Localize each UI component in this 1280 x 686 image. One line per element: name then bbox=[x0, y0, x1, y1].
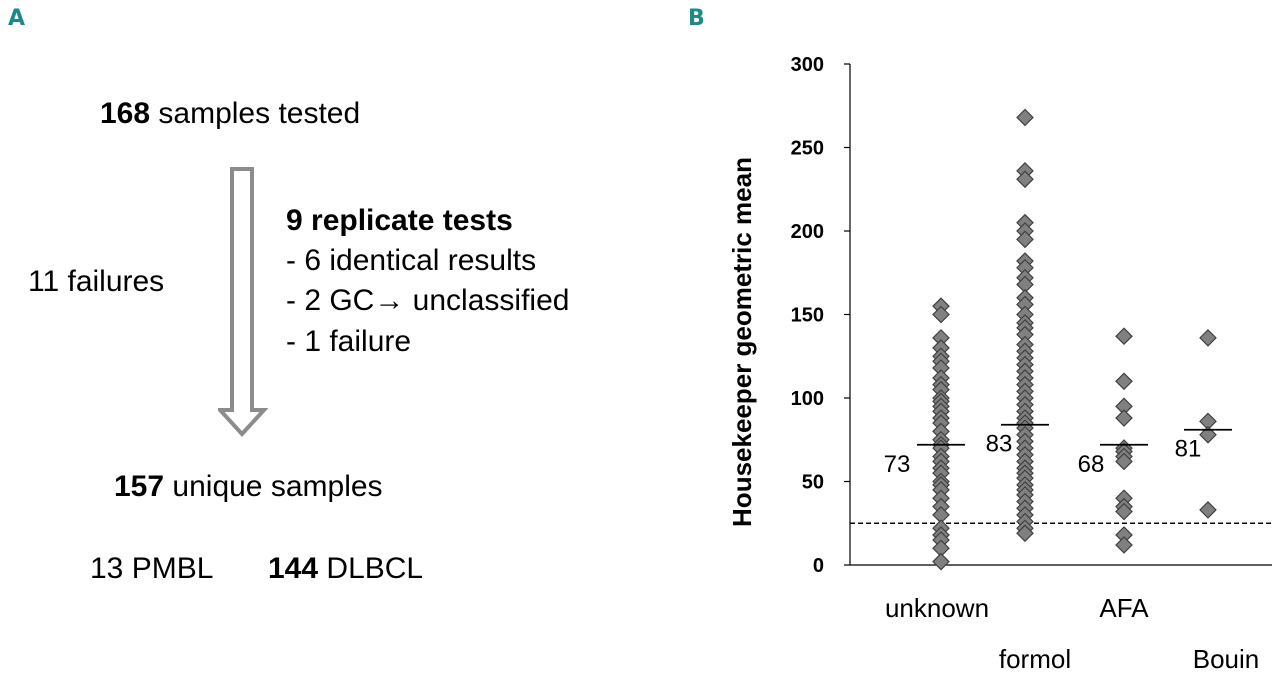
data-point bbox=[1115, 327, 1133, 346]
data-point bbox=[1115, 502, 1133, 521]
unique-label: unique samples bbox=[172, 470, 383, 503]
failures-label: 11 failures bbox=[28, 265, 165, 298]
y-tick-label: 250 bbox=[791, 138, 824, 160]
median-label: 83 bbox=[986, 431, 1013, 458]
data-point bbox=[1115, 372, 1133, 391]
replicate-item: - 2 GC→ unclassified bbox=[286, 284, 570, 317]
replicate-item: - 1 failure bbox=[286, 325, 412, 358]
dlbcl-line: 144 DLBCL bbox=[268, 552, 423, 586]
data-point bbox=[932, 305, 950, 324]
samples-tested-count: 168 bbox=[100, 97, 151, 130]
data-point bbox=[1199, 329, 1217, 347]
flow-arrow-shape bbox=[218, 167, 268, 437]
samples-tested-label: samples tested bbox=[158, 97, 361, 130]
y-tick-label: 150 bbox=[791, 305, 824, 327]
replicate-title: 9 replicate tests bbox=[286, 204, 513, 237]
data-point bbox=[1016, 230, 1034, 249]
data-point bbox=[1115, 452, 1133, 471]
data-point bbox=[1016, 170, 1034, 189]
median-label: 73 bbox=[884, 451, 911, 478]
data-point bbox=[1199, 501, 1217, 519]
dlbcl-label: DLBCL bbox=[326, 552, 424, 585]
samples-tested-line: 168 samples tested bbox=[100, 97, 360, 131]
y-tick-label: 100 bbox=[791, 388, 824, 410]
data-point bbox=[1199, 425, 1217, 444]
median-label: 81 bbox=[1175, 436, 1202, 463]
y-tick-label: 300 bbox=[791, 54, 824, 76]
flow-arrow bbox=[218, 167, 268, 437]
dlbcl-count: 144 bbox=[268, 552, 319, 585]
category-label: unknown bbox=[885, 593, 989, 623]
y-axis-title: Housekeeper geometric mean bbox=[727, 157, 757, 527]
data-point bbox=[1016, 108, 1034, 127]
category-label: formol bbox=[999, 644, 1071, 674]
y-tick-label: 0 bbox=[813, 555, 824, 577]
data-point bbox=[1115, 409, 1133, 427]
panel-a-letter: A bbox=[8, 6, 26, 31]
unique-samples-line: 157 unique samples bbox=[114, 470, 383, 504]
median-label: 68 bbox=[1078, 451, 1105, 478]
panel-b-letter: B bbox=[688, 6, 705, 31]
data-point bbox=[1016, 524, 1034, 543]
pmbl-label: 13 PMBL bbox=[90, 552, 214, 585]
category-label: Bouin bbox=[1193, 644, 1260, 674]
unique-count: 157 bbox=[114, 470, 165, 503]
category-label: AFA bbox=[1099, 593, 1149, 623]
y-tick-label: 200 bbox=[791, 221, 824, 243]
data-point bbox=[932, 552, 950, 571]
replicate-item: - 6 identical results bbox=[286, 244, 537, 277]
y-tick-label: 50 bbox=[802, 472, 824, 494]
data-point bbox=[1115, 536, 1133, 554]
